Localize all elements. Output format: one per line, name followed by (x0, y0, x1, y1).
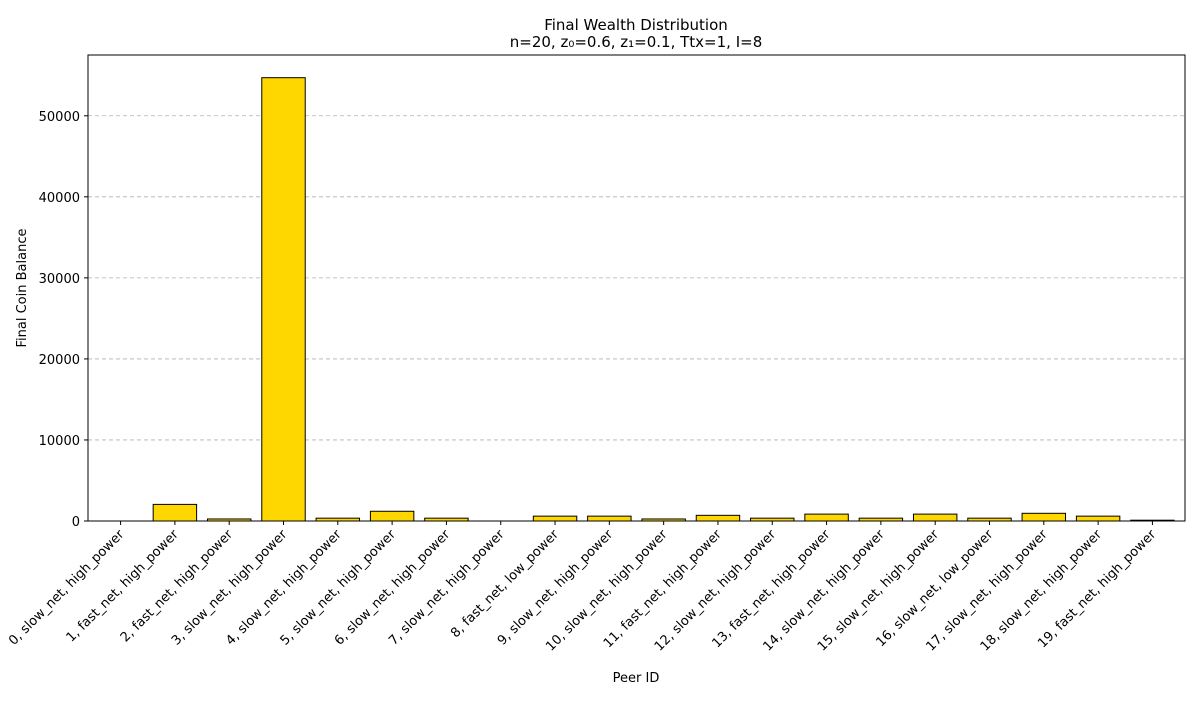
grid-layer (88, 115, 1185, 441)
y-tick-label: 10000 (39, 434, 80, 449)
bar-peer-11 (695, 514, 741, 522)
x-tick-label: 2, fast_net, high_power (118, 527, 237, 646)
chart-title: Final Wealth Distribution (544, 16, 728, 34)
y-tick-layer: 0 10000 20000 30000 40000 50000 (39, 110, 88, 530)
y-tick-label: 30000 (39, 272, 80, 287)
bar-layer (152, 77, 1175, 522)
bar-peer-13 (804, 513, 849, 522)
bar-peer-9 (587, 515, 632, 522)
chart-subtitle: n=20, z₀=0.6, z₁=0.1, Ttx=1, I=8 (510, 33, 763, 51)
y-axis-label: Final Coin Balance (15, 229, 30, 348)
x-tick-label: 19, fast_net, high_power (1035, 527, 1159, 651)
y-tick-label: 40000 (39, 191, 80, 206)
bar-peer-18 (1075, 515, 1121, 522)
x-axis-label: Peer ID (613, 671, 660, 686)
plot-frame (87, 54, 1186, 522)
bar-peer-8 (532, 515, 578, 522)
bar-peer-1 (152, 503, 198, 522)
bar-peer-5 (369, 510, 415, 522)
bar-peer-17 (1021, 512, 1067, 522)
bar-peer-3 (261, 77, 306, 522)
y-tick-label: 50000 (39, 110, 80, 125)
y-tick-label: 0 (72, 515, 80, 530)
x-tick-label: 1, fast_net, high_power (64, 527, 183, 646)
x-tick-label: 8, fast_net, low_power (448, 527, 562, 641)
y-tick-label: 20000 (39, 353, 80, 368)
bar-peer-15 (912, 513, 958, 522)
